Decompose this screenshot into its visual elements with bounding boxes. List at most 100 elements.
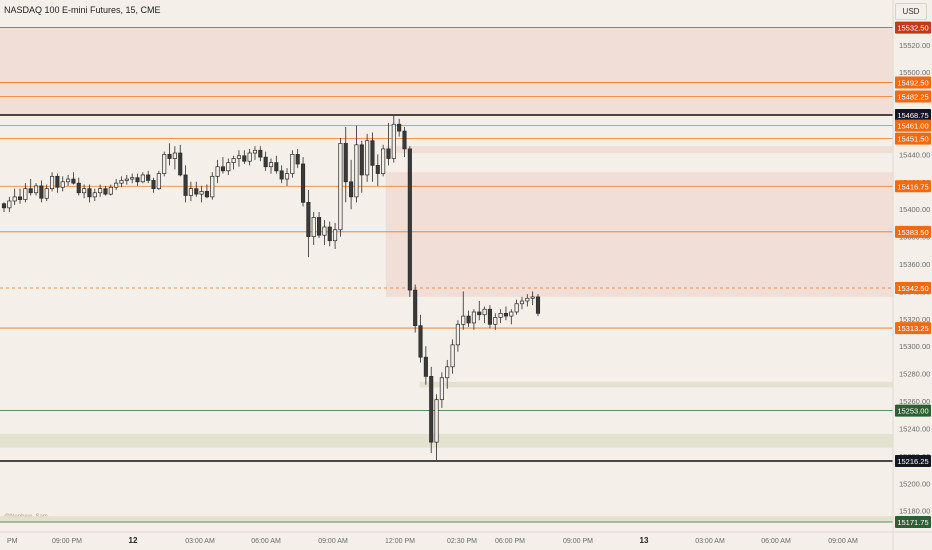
candle-body: [397, 123, 402, 132]
price-badge: [895, 21, 931, 34]
candle-body: [263, 156, 268, 168]
candle-body: [178, 152, 183, 176]
currency-selector[interactable]: USD: [895, 3, 927, 20]
x-tick-label: 09:00 PM: [563, 538, 593, 545]
x-tick-label: 09:00 AM: [318, 538, 348, 545]
candle-body: [445, 366, 450, 379]
y-tick-label: 15440.00: [899, 150, 930, 159]
x-tick-label: 06:00 AM: [761, 538, 791, 545]
candle-body: [33, 185, 39, 194]
candle-body: [349, 181, 354, 198]
x-tick-label: 03:00 AM: [185, 538, 215, 545]
candle-body: [450, 344, 455, 368]
candle-body: [140, 174, 145, 183]
price-badge-label: 15313.25: [897, 324, 928, 333]
candle-body: [530, 296, 535, 299]
price-badge-label: 15171.75: [897, 518, 928, 527]
y-tick-label: 15520.00: [899, 41, 930, 50]
candle-body: [183, 174, 188, 196]
price-badge: [895, 76, 931, 89]
x-tick-label: 09:00 AM: [828, 538, 858, 545]
candle-body: [482, 308, 487, 316]
candle-body: [39, 185, 44, 199]
candle-body: [242, 155, 247, 162]
candle-body: [343, 143, 348, 183]
candle-body: [92, 192, 97, 198]
candle-body: [199, 191, 204, 195]
candle-body: [146, 174, 151, 181]
supply-zone: [385, 146, 893, 154]
candle-body: [76, 182, 81, 194]
candle-body: [162, 154, 167, 174]
x-tick-label: 13: [640, 536, 649, 545]
candle-body: [60, 181, 65, 188]
y-tick-label: 15320.00: [899, 315, 930, 324]
candle-body: [498, 313, 503, 318]
candle-body: [455, 323, 460, 346]
candle-body: [295, 154, 300, 165]
candle-body: [487, 308, 492, 325]
candle-body: [535, 296, 541, 314]
candle-body: [204, 191, 209, 198]
candle-body: [172, 152, 177, 159]
candle-body: [311, 217, 316, 237]
candle-body: [477, 311, 482, 316]
candle-body: [82, 188, 87, 194]
demand-zone: [0, 433, 893, 448]
candle-body: [279, 170, 284, 180]
candle-body: [252, 149, 258, 154]
candle-body: [87, 188, 92, 198]
x-tick-label: 03:00 AM: [695, 538, 725, 545]
candle-body: [220, 166, 225, 172]
candle-body: [108, 186, 113, 195]
candle-body: [114, 182, 119, 188]
price-badge: [895, 455, 931, 467]
candle-body: [471, 311, 476, 324]
candle-body: [226, 162, 231, 172]
price-badge-label: 15532.50: [897, 24, 928, 33]
price-badge-label: 15342.50: [897, 284, 928, 293]
y-tick-label: 15280.00: [899, 370, 930, 379]
candle-body: [370, 140, 375, 166]
demand-zone: [419, 381, 893, 388]
price-badge: [895, 90, 931, 103]
y-tick-label: 15200.00: [899, 479, 930, 488]
candle-body: [231, 158, 236, 163]
candle-body: [519, 300, 525, 305]
candle-body: [365, 140, 370, 176]
candle-body: [17, 196, 23, 200]
candle-body: [28, 188, 33, 194]
candle-body: [274, 162, 279, 172]
candle-body: [44, 188, 49, 199]
price-badge-label: 15253.00: [897, 407, 928, 416]
y-tick-label: 15360.00: [899, 260, 930, 269]
candle-body: [284, 173, 290, 180]
candle-body: [151, 180, 156, 190]
y-tick-label: 15180.00: [899, 507, 930, 516]
supply-zone: [385, 172, 893, 297]
price-badge-label: 15492.50: [897, 78, 928, 87]
candle-body: [188, 188, 193, 196]
candle-body: [327, 226, 332, 242]
candle-body: [98, 188, 103, 194]
y-tick-label: 15400.00: [899, 205, 930, 214]
candle-body: [119, 180, 124, 184]
candle-body: [333, 229, 338, 242]
price-badge-label: 15383.50: [897, 228, 928, 237]
candle-body: [375, 165, 380, 174]
candle-body: [423, 356, 428, 377]
y-tick-label: 15500.00: [899, 68, 930, 77]
price-badge: [895, 404, 931, 417]
price-badge-label: 15468.75: [897, 111, 928, 120]
candle-body: [466, 315, 471, 324]
price-badge: [895, 132, 931, 145]
candle-body: [461, 315, 466, 325]
candle-body: [391, 123, 396, 159]
candle-body: [268, 162, 274, 168]
candle-body: [55, 175, 60, 188]
candle-body: [156, 173, 161, 190]
price-badge-label: 15416.75: [897, 182, 928, 191]
candle-body: [359, 144, 364, 176]
x-tick-label: 12: [129, 536, 138, 545]
